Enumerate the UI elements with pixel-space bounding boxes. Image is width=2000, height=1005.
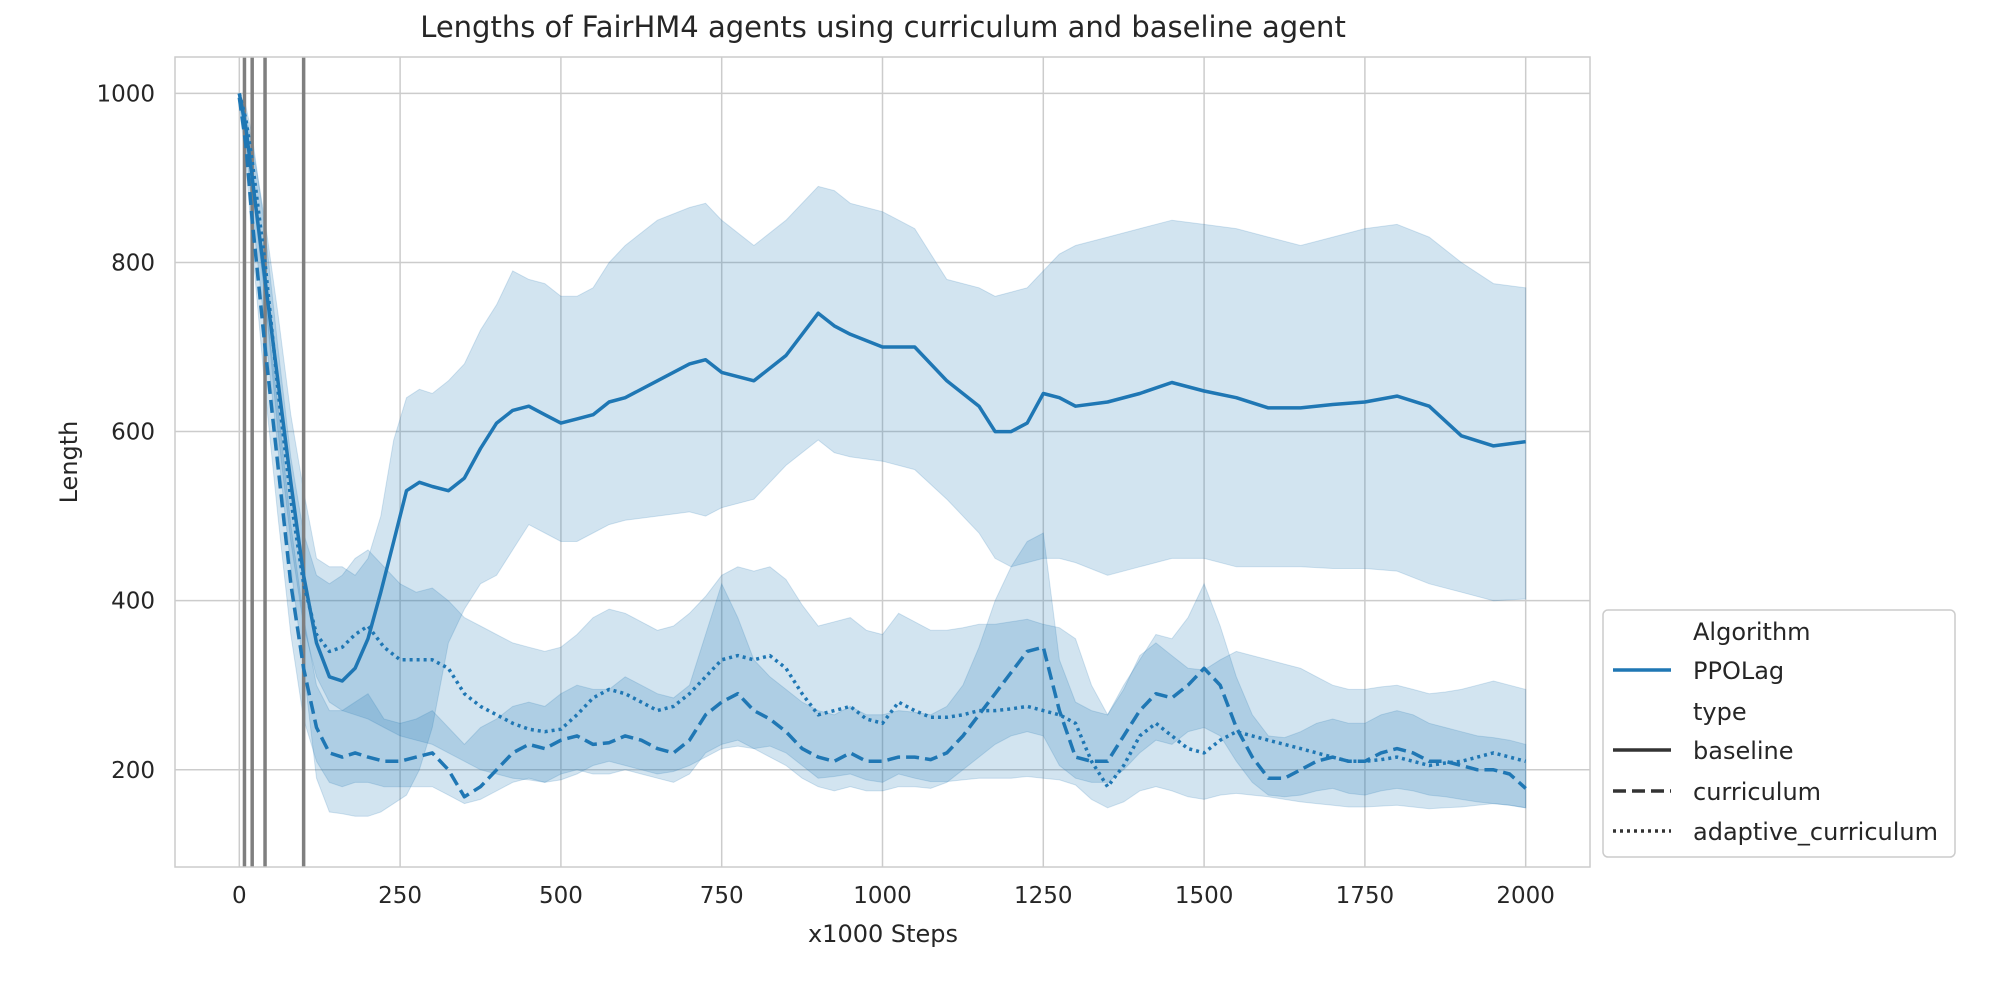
y-tick-label: 600	[111, 420, 155, 446]
x-tick-label: 250	[378, 883, 422, 909]
gridlines	[175, 57, 1590, 867]
x-tick-label: 0	[232, 883, 247, 909]
legend-label-adaptive-curriculum: adaptive_curriculum	[1693, 818, 1938, 846]
ci-band-curriculum	[238, 93, 1527, 809]
series-line-adaptive-curriculum	[237, 92, 1527, 789]
series-lines	[237, 92, 1527, 799]
x-tick-label: 1250	[1014, 883, 1073, 909]
vertical-markers	[242, 57, 306, 867]
ci-band-baseline	[238, 93, 1527, 817]
x-tick-label: 500	[539, 883, 583, 909]
series-line-baseline	[237, 93, 1526, 683]
y-tick-label: 800	[111, 250, 155, 276]
x-tick-label: 1750	[1336, 883, 1395, 909]
x-tick-label: 1500	[1175, 883, 1234, 909]
legend-title-type: type	[1693, 698, 1747, 726]
x-tick-label: 2000	[1496, 883, 1555, 909]
y-axis-label: Length	[55, 421, 83, 504]
x-tick-label: 1000	[853, 883, 912, 909]
ci-band-adaptive-curriculum	[238, 93, 1527, 810]
y-tick-label: 200	[111, 758, 155, 784]
chart-title: Lengths of FairHM4 agents using curricul…	[420, 10, 1346, 44]
legend-label-ppolag: PPOLag	[1693, 657, 1784, 685]
y-tick-label: 1000	[96, 81, 155, 107]
plot-frame	[174, 56, 1591, 868]
tick-labels: 0 250 500 750 1000 1250 1500 1750 2000 200 400 600 8…	[96, 81, 1555, 909]
x-tick-label: 750	[700, 883, 744, 909]
legend-label-baseline: baseline	[1693, 737, 1794, 765]
legend: Algorithm PPOLag type baseline curriculu…	[1602, 609, 1956, 858]
series-line-curriculum	[237, 97, 1527, 799]
y-tick-label: 400	[111, 589, 155, 615]
confidence-bands	[238, 93, 1527, 817]
legend-label-curriculum: curriculum	[1693, 778, 1821, 806]
legend-title-algorithm: Algorithm	[1693, 618, 1811, 646]
x-axis-label: x1000 Steps	[808, 920, 958, 948]
legend-frame	[1602, 609, 1956, 858]
